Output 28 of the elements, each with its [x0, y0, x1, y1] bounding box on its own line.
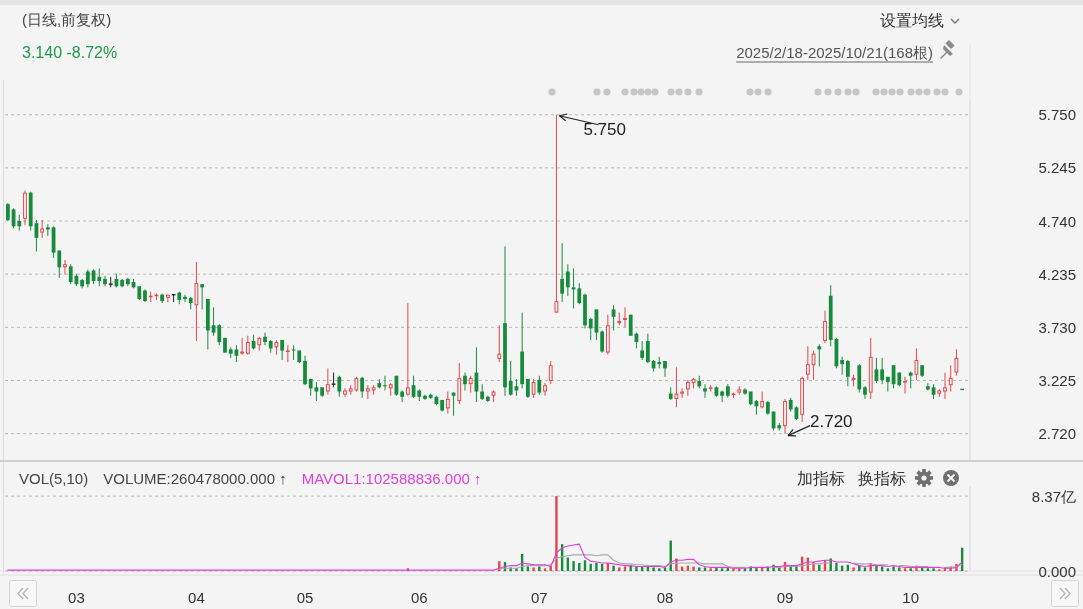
x-tick: 10 — [902, 588, 920, 606]
x-tick: 05 — [296, 588, 314, 606]
y-tick: 2.720 — [1038, 425, 1076, 443]
annotation: VOL(5,10) — [19, 469, 89, 487]
y-tick: 5.245 — [1038, 159, 1076, 177]
x-tick: 07 — [530, 588, 548, 606]
y-tick: 5.750 — [1038, 106, 1076, 124]
y-tick: 8.37亿 — [1031, 487, 1076, 505]
x-tick: 04 — [188, 588, 205, 606]
title: (日线,前复权) — [22, 10, 112, 28]
annotation: 加指标 — [797, 469, 845, 487]
y-tick: 3.730 — [1038, 318, 1076, 336]
annotation: 设置均线 — [880, 11, 944, 29]
x-tick: 03 — [68, 588, 85, 606]
annotation: 5.750 — [583, 120, 626, 140]
y-tick: 4.235 — [1038, 265, 1076, 283]
annotation: 2025/2/18-2025/10/21(168根) — [736, 43, 933, 61]
x-tick: 08 — [656, 588, 674, 606]
x-tick: 09 — [776, 588, 794, 606]
annotation: 换指标 — [858, 469, 906, 487]
y-tick: 3.225 — [1038, 372, 1076, 389]
x-tick: 06 — [410, 588, 428, 606]
annotation: 2.720 — [810, 412, 853, 432]
annotation: VOLUME:260478000.000 ↑ — [103, 469, 287, 487]
annotation: MAVOL1:102588836.000 ↑ — [301, 469, 482, 487]
subtitle: 3.140 -8.72% — [22, 43, 118, 61]
y-tick: 4.740 — [1038, 212, 1076, 230]
y-tick: 0.000 — [1038, 562, 1076, 580]
